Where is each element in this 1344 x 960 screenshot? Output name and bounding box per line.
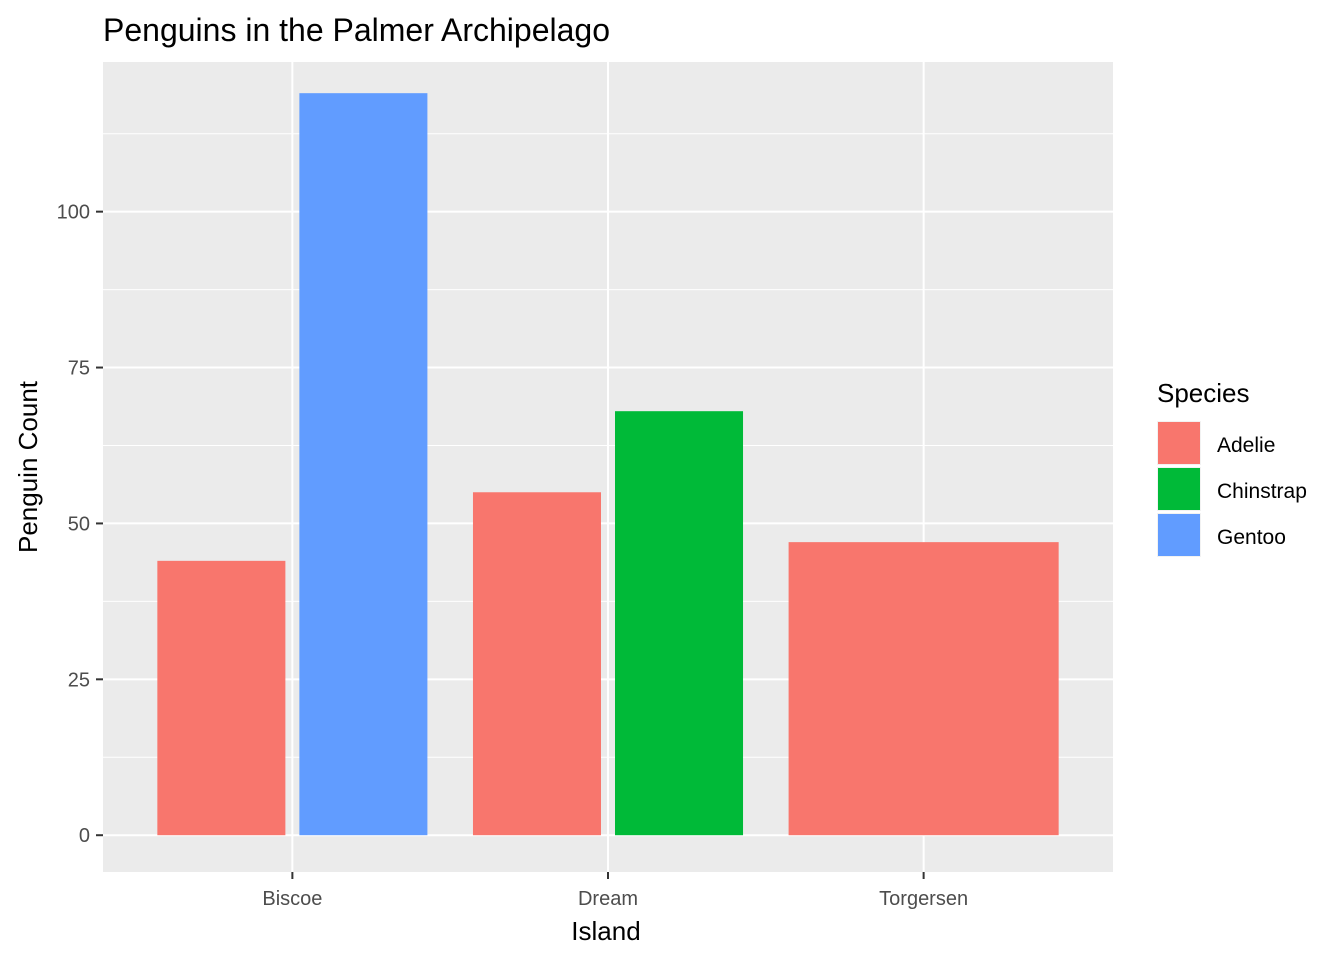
legend-swatch-gentoo: [1158, 514, 1200, 556]
bar-dream-chinstrap: [615, 411, 744, 836]
bar-torgersen-adelie: [788, 542, 1059, 836]
y-tick-label: 0: [79, 825, 90, 847]
x-tick-label: Dream: [578, 888, 638, 910]
x-axis-title: Island: [571, 916, 640, 946]
y-tick-label: 100: [57, 202, 90, 224]
legend-swatch-adelie: [1158, 422, 1200, 464]
legend-title: Species: [1157, 378, 1250, 408]
legend-label-gentoo: Gentoo: [1217, 526, 1286, 549]
y-axis: 0 25 50 75 100: [57, 202, 103, 847]
y-tick-label: 50: [68, 513, 90, 535]
legend-label-chinstrap: Chinstrap: [1217, 480, 1307, 503]
y-axis-title: Penguin Count: [13, 380, 43, 553]
legend-swatch-chinstrap: [1158, 468, 1200, 510]
x-tick-label: Torgersen: [879, 888, 968, 910]
x-tick-label: Biscoe: [262, 888, 322, 910]
y-tick-label: 25: [68, 669, 90, 691]
x-axis: Biscoe Dream Torgersen: [262, 872, 968, 910]
legend-label-adelie: Adelie: [1217, 434, 1275, 457]
bar-biscoe-gentoo: [299, 93, 428, 836]
bar-biscoe-adelie: [157, 560, 286, 836]
legend: Species Adelie Chinstrap Gentoo: [1157, 378, 1307, 557]
bar-dream-adelie: [472, 492, 601, 836]
y-tick-label: 75: [68, 358, 90, 380]
bars: [157, 93, 1059, 836]
chart-title: Penguins in the Palmer Archipelago: [103, 12, 610, 48]
